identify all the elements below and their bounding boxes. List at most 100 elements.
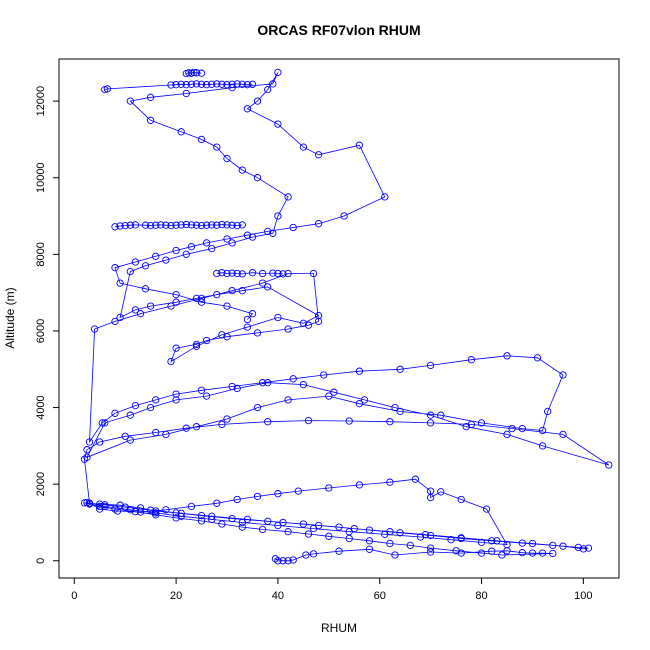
- data-point: [528, 539, 537, 548]
- data-point: [146, 93, 155, 101]
- data-point: [197, 294, 206, 303]
- y-axis-label: Altitude (m): [3, 287, 17, 348]
- data-point: [355, 400, 364, 408]
- data-point: [223, 221, 231, 229]
- data-point: [269, 229, 277, 237]
- data-point: [258, 279, 267, 287]
- data-point: [416, 533, 425, 541]
- data-point: [264, 418, 272, 426]
- data-point: [274, 313, 282, 322]
- x-axis: 0 20 40 60 80 100: [71, 578, 593, 602]
- data-point: [116, 279, 124, 287]
- data-point: [299, 319, 308, 327]
- data-point: [264, 517, 272, 525]
- data-point: [90, 325, 99, 333]
- data-point: [146, 302, 155, 310]
- data-point: [111, 223, 119, 231]
- data-point: [141, 285, 150, 293]
- data-point: [488, 537, 496, 545]
- data-point: [488, 547, 496, 555]
- data-point: [345, 417, 353, 425]
- data-point: [584, 544, 593, 552]
- data-point: [467, 356, 476, 364]
- data-point: [279, 557, 287, 565]
- data-point: [146, 221, 155, 230]
- data-point: [386, 418, 394, 426]
- data-point: [355, 141, 364, 149]
- data-point: [172, 509, 180, 517]
- x-tick-label: 60: [374, 590, 386, 602]
- y-tick-label: 6000: [35, 319, 47, 343]
- data-point: [131, 508, 140, 516]
- data-point: [538, 426, 547, 435]
- data-point: [309, 550, 318, 558]
- data-point: [162, 430, 170, 439]
- data-point: [309, 269, 318, 278]
- data-point: [426, 487, 435, 495]
- data-point: [162, 256, 170, 264]
- data-point: [503, 352, 511, 360]
- data-point: [274, 490, 282, 498]
- data-point: [202, 392, 211, 400]
- data-point: [96, 502, 104, 511]
- data-point: [314, 317, 323, 326]
- data-point: [274, 557, 282, 565]
- data-point: [238, 523, 246, 531]
- data-point: [223, 235, 231, 243]
- data-point: [192, 340, 201, 349]
- data-point: [190, 68, 198, 77]
- data-point: [518, 539, 526, 547]
- data-point: [544, 407, 552, 416]
- data-point: [243, 315, 252, 324]
- data-point: [533, 354, 542, 362]
- data-point: [197, 386, 206, 394]
- data-point: [381, 193, 389, 201]
- data-point: [258, 269, 267, 278]
- data-point: [309, 524, 318, 533]
- data-point: [192, 221, 201, 229]
- data-series: [111, 220, 246, 231]
- data-point: [248, 233, 257, 241]
- data-point: [274, 120, 282, 128]
- data-point: [182, 220, 190, 229]
- data-point: [218, 331, 226, 339]
- data-point: [197, 517, 206, 525]
- data-point: [233, 269, 241, 278]
- data-point: [579, 545, 588, 553]
- data-point: [299, 520, 308, 528]
- data-point: [508, 424, 516, 433]
- data-point: [233, 80, 241, 88]
- data-point: [325, 484, 333, 492]
- data-point: [83, 446, 91, 454]
- plot-frame: [58, 58, 620, 579]
- data-series: [182, 68, 206, 78]
- data-point: [274, 68, 282, 77]
- data-point: [152, 221, 160, 229]
- data-point: [289, 223, 297, 232]
- chart-title: ORCAS RF07vlon RHUM: [257, 22, 420, 38]
- data-point: [218, 220, 226, 229]
- data-series: [213, 269, 287, 278]
- data-point: [111, 409, 119, 417]
- data-point: [284, 528, 292, 536]
- data-point: [284, 396, 292, 404]
- data-point: [172, 298, 180, 306]
- y-tick-label: 10000: [35, 162, 47, 193]
- data-point: [457, 534, 465, 542]
- data-point: [381, 530, 389, 538]
- data-point: [238, 166, 246, 174]
- y-axis: 0 2000 4000 6000 8000 10000 12000: [35, 86, 59, 564]
- data-point: [116, 313, 124, 322]
- data-point: [248, 80, 257, 88]
- data-point: [96, 438, 104, 446]
- data-point: [208, 244, 216, 253]
- data-point: [167, 357, 175, 366]
- data-point: [101, 419, 109, 427]
- data-point: [233, 221, 241, 230]
- data-point: [208, 221, 216, 229]
- data-point: [335, 547, 343, 555]
- data-point: [559, 430, 567, 439]
- data-point: [80, 499, 89, 507]
- data-point: [248, 310, 257, 318]
